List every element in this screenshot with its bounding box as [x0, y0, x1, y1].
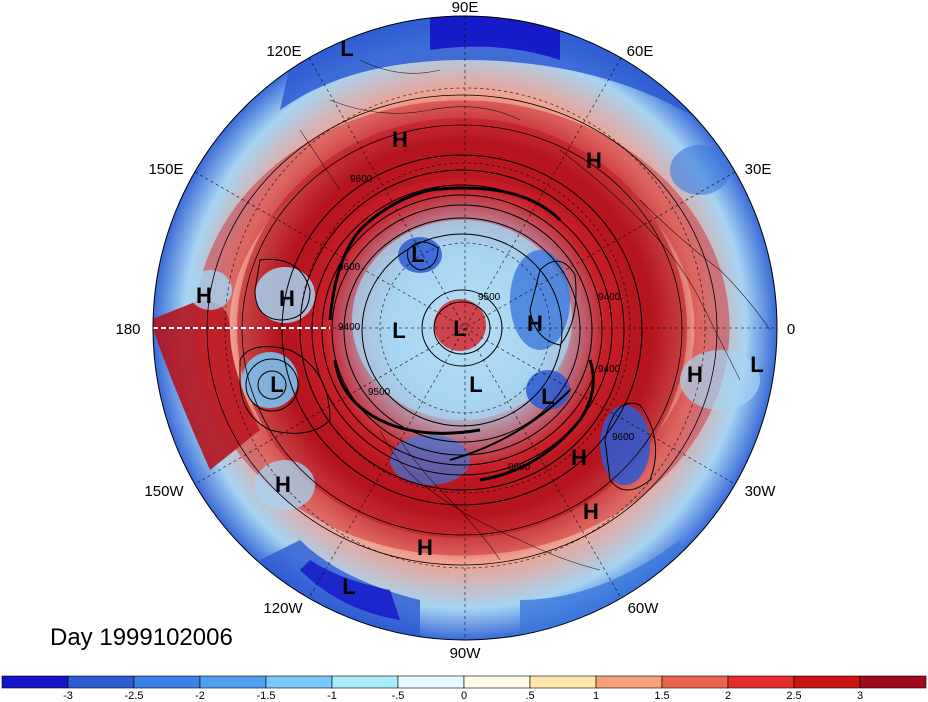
- lon-label-150e: 150E: [148, 161, 183, 178]
- high-pressure-marker: H: [687, 362, 703, 387]
- low-pressure-marker: L: [392, 318, 405, 343]
- colorbar-tick-label: 0: [461, 690, 467, 702]
- colorbar-tick-label: -.5: [392, 690, 405, 702]
- colorbar-tick-label: -1.5: [257, 690, 276, 702]
- colorbar-tick-label: .5: [525, 690, 534, 702]
- high-pressure-marker: H: [583, 499, 599, 524]
- lon-label-90e: 90E: [452, 0, 479, 16]
- colorbar-swatch: [463, 675, 531, 689]
- high-pressure-marker: H: [571, 445, 587, 470]
- colorbar-swatch: [67, 675, 135, 689]
- colorbar-swatch: [331, 675, 399, 689]
- longitude-labels: 90E 60E 30E 0 30W 60W 90W 120W 150W 180 …: [115, 0, 795, 662]
- high-pressure-marker: H: [417, 535, 433, 560]
- low-pressure-marker: L: [342, 574, 355, 599]
- lon-label-30e: 30E: [745, 161, 772, 178]
- contour-label: 9600: [508, 462, 531, 473]
- coastlines: [299, 59, 771, 571]
- contour-label: 9600: [350, 174, 373, 185]
- colorbar-swatch: [661, 675, 729, 689]
- low-pressure-marker: L: [750, 352, 763, 377]
- colorbar-tick-label: -2.5: [125, 690, 144, 702]
- colorbar-swatch: [595, 675, 663, 689]
- colorbar: -3 -2.5 -2 -1.5 -1 -.5 0 .5 1 1.5 2 2.5 3: [1, 675, 927, 702]
- pressure-system-markers: L H H H H L L L H L L H L H H H H L L: [196, 36, 764, 599]
- contour-label: 9400: [338, 322, 361, 333]
- contour-value-labels: 9600 9400 9500 9400 9600 9600 9400 9500 …: [338, 174, 635, 473]
- contour-label: 9400: [598, 292, 621, 303]
- contour-label: 9500: [478, 292, 501, 303]
- lon-label-180: 180: [115, 321, 140, 338]
- low-pressure-marker: L: [469, 372, 482, 397]
- colorbar-tick-label: -2: [195, 690, 205, 702]
- lon-label-30w: 30W: [745, 483, 777, 500]
- colorbar-swatch: [727, 675, 795, 689]
- high-pressure-marker: H: [586, 148, 602, 173]
- day-label: Day 1999102006: [50, 624, 233, 651]
- low-pressure-marker: L: [541, 384, 554, 409]
- contour-label: 9600: [338, 262, 361, 273]
- colorbar-tick-label: 1.5: [654, 690, 669, 702]
- lon-label-60e: 60E: [627, 43, 654, 60]
- map-border: [152, 15, 778, 641]
- low-pressure-marker: L: [340, 36, 353, 61]
- lon-label-150w: 150W: [144, 483, 184, 500]
- colorbar-swatch: [529, 675, 597, 689]
- high-pressure-marker: H: [275, 472, 291, 497]
- colorbar-tick-label: 2.5: [786, 690, 801, 702]
- low-pressure-marker: L: [270, 372, 283, 397]
- high-pressure-marker: H: [279, 286, 295, 311]
- high-pressure-marker: H: [196, 283, 212, 308]
- colorbar-swatch: [265, 675, 333, 689]
- colorbar-swatch: [793, 675, 861, 689]
- colorbar-tick-label: -3: [63, 690, 73, 702]
- colorbar-swatch: [133, 675, 201, 689]
- low-pressure-marker: L: [453, 316, 466, 341]
- lon-label-90w: 90W: [450, 645, 482, 662]
- lon-label-120w: 120W: [263, 600, 303, 617]
- low-pressure-marker: L: [411, 242, 424, 267]
- colorbar-swatch: [397, 675, 465, 689]
- colorbar-swatch: [199, 675, 267, 689]
- colorbar-swatch: [859, 675, 927, 689]
- lon-label-0: 0: [787, 321, 795, 338]
- colorbar-tick-label: 1: [593, 690, 599, 702]
- colorbar-tick-label: -1: [327, 690, 337, 702]
- colorbar-tick-label: 3: [857, 690, 863, 702]
- graticule: [153, 16, 777, 640]
- contour-label: 9500: [368, 387, 391, 398]
- colorbar-swatch: [1, 675, 69, 689]
- colorbar-tick-label: 2: [725, 690, 731, 702]
- contour-label: 9400: [598, 364, 621, 375]
- lon-label-120e: 120E: [266, 43, 301, 60]
- lon-label-60w: 60W: [628, 600, 660, 617]
- high-pressure-marker: H: [392, 127, 408, 152]
- high-pressure-marker: H: [527, 311, 543, 336]
- contour-label: 9600: [612, 432, 635, 443]
